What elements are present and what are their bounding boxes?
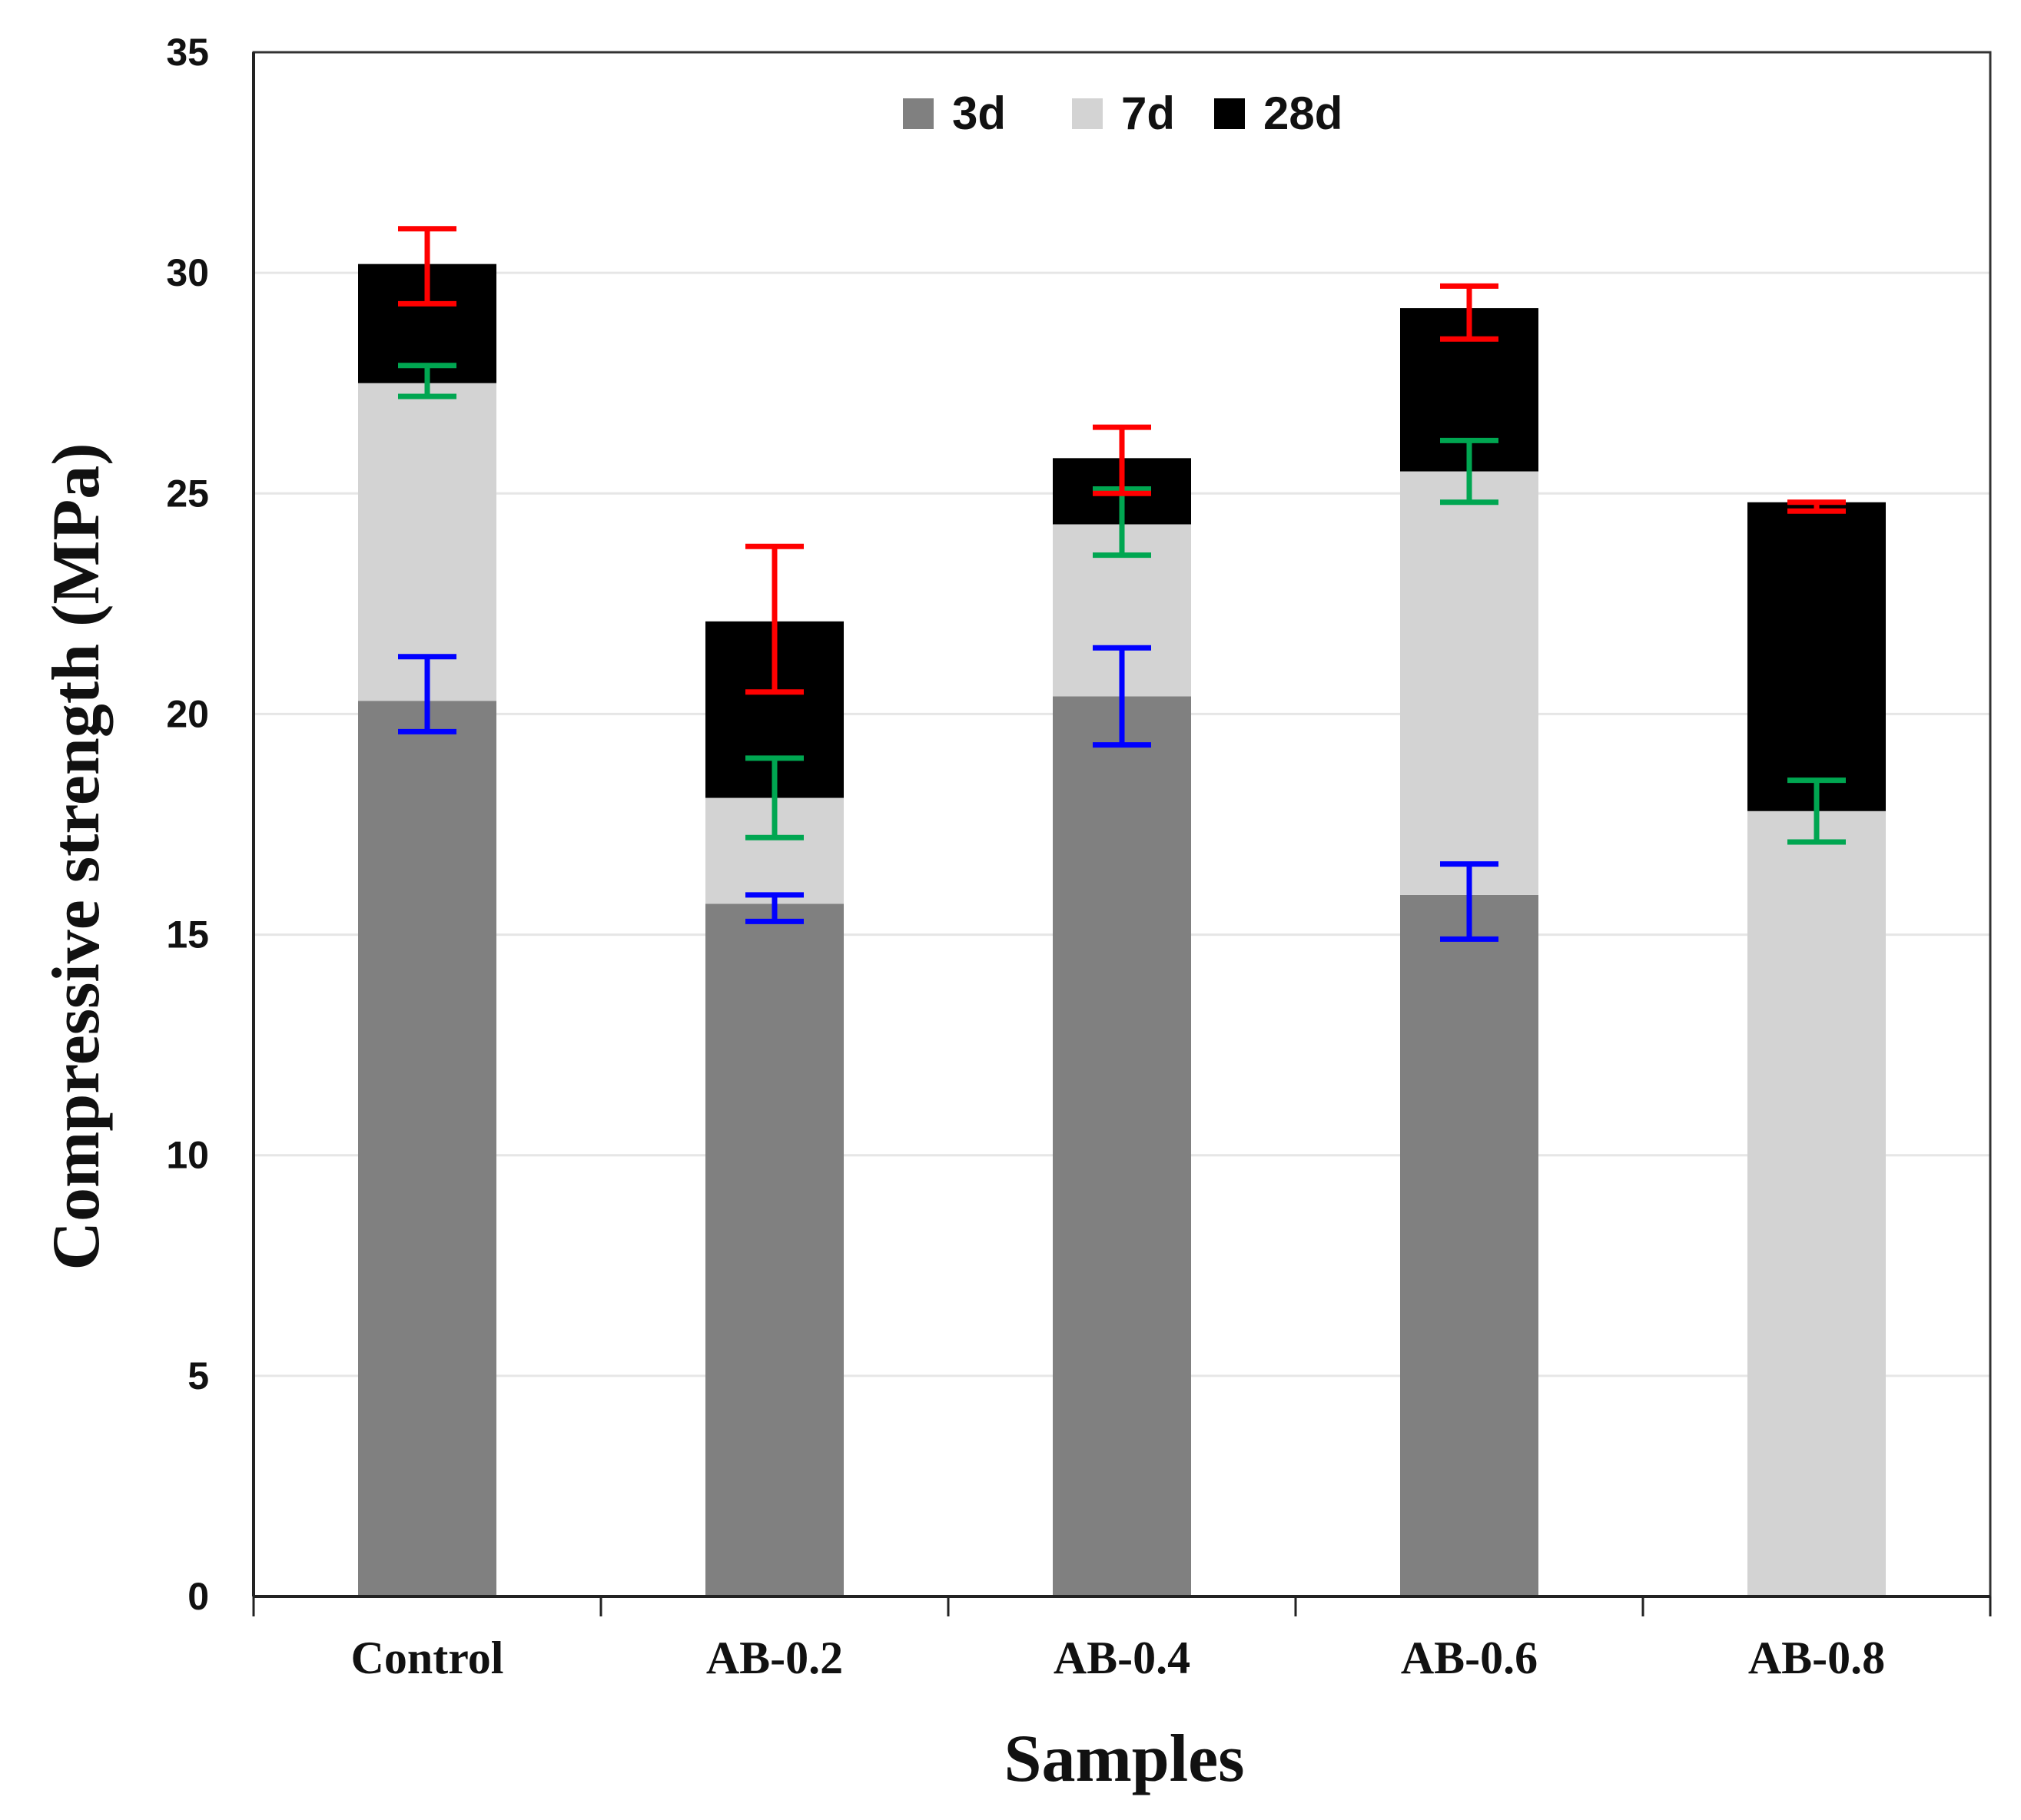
error-bar-7d-AB-0.2 xyxy=(745,755,804,840)
x-axis-title: Samples xyxy=(1004,1722,1245,1796)
y-tick-label-0: 0 xyxy=(187,1575,209,1618)
x-tick-label-AB-0.4: AB-0.4 xyxy=(1054,1633,1190,1683)
bar-3d-AB-0.6 xyxy=(1400,894,1538,1596)
error-bar-layer xyxy=(398,226,1846,942)
bar-7d-AB-0.8 xyxy=(1747,811,1886,1596)
x-tick-label-AB-0.8: AB-0.8 xyxy=(1748,1633,1885,1683)
y-tick-label-35: 35 xyxy=(166,31,209,74)
y-tick-label-30: 30 xyxy=(166,251,209,294)
bar-3d-AB-0.2 xyxy=(705,903,844,1596)
y-axis-title: Compressive strength (MPa) xyxy=(39,443,114,1270)
legend-swatch-28d xyxy=(1214,98,1245,129)
error-bar-28d-Control xyxy=(398,226,456,307)
error-bar-7d-AB-0.8 xyxy=(1787,777,1846,845)
legend-label-28d: 28d xyxy=(1263,88,1342,139)
legend-item-7d: 7d xyxy=(1072,88,1175,139)
legend-item-28d: 28d xyxy=(1214,88,1342,139)
legend-label-3d: 3d xyxy=(952,88,1006,139)
x-tick-label-AB-0.2: AB-0.2 xyxy=(706,1633,843,1683)
axis-layer: 0 5 10 15 20 25 30 35 Control AB-0.2 AB-0.4 AB-0.6 A… xyxy=(166,31,1992,1683)
error-bar-3d-AB-0.6 xyxy=(1440,861,1498,942)
error-bar-28d-AB-0.4 xyxy=(1093,424,1151,496)
y-tick-label-15: 15 xyxy=(166,913,209,956)
bar-7d-Control xyxy=(358,383,496,701)
error-bar-28d-AB-0.8 xyxy=(1787,499,1846,514)
error-bar-7d-Control xyxy=(398,363,456,399)
bar-3d-Control xyxy=(358,701,496,1597)
legend: 3d 7d 28d xyxy=(903,88,1342,139)
y-tick-label-10: 10 xyxy=(166,1134,209,1177)
y-tick-label-5: 5 xyxy=(187,1354,209,1397)
x-tick-label-AB-0.6: AB-0.6 xyxy=(1401,1633,1538,1683)
legend-label-7d: 7d xyxy=(1121,88,1175,139)
bar-28d-AB-0.8 xyxy=(1747,502,1886,811)
error-bar-28d-AB-0.2 xyxy=(745,543,804,695)
legend-item-3d: 3d xyxy=(903,88,1006,139)
error-bar-3d-AB-0.2 xyxy=(745,892,804,924)
bar-7d-AB-0.6 xyxy=(1400,471,1538,895)
legend-swatch-3d xyxy=(903,98,934,129)
x-tick-label-Control: Control xyxy=(351,1633,504,1683)
error-bar-7d-AB-0.6 xyxy=(1440,437,1498,506)
y-tick-label-20: 20 xyxy=(166,692,209,735)
legend-swatch-7d xyxy=(1072,98,1103,129)
error-bar-3d-AB-0.4 xyxy=(1093,645,1151,748)
bar-3d-AB-0.4 xyxy=(1053,696,1191,1596)
error-bar-3d-Control xyxy=(398,654,456,734)
y-tick-label-25: 25 xyxy=(166,472,209,515)
error-bar-28d-AB-0.6 xyxy=(1440,283,1498,342)
